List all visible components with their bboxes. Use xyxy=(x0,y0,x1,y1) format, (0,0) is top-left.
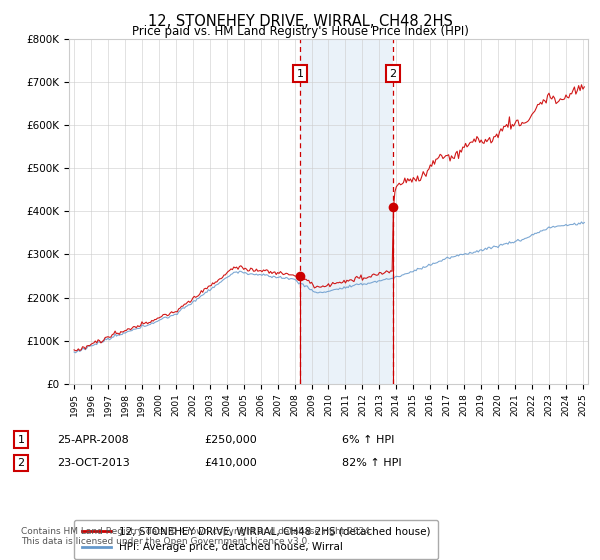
Text: 2: 2 xyxy=(389,69,397,78)
Text: Contains HM Land Registry data © Crown copyright and database right 2024.
This d: Contains HM Land Registry data © Crown c… xyxy=(21,526,373,546)
Text: 12, STONEHEY DRIVE, WIRRAL, CH48 2HS: 12, STONEHEY DRIVE, WIRRAL, CH48 2HS xyxy=(148,14,452,29)
Legend: 12, STONEHEY DRIVE, WIRRAL, CH48 2HS (detached house), HPI: Average price, detac: 12, STONEHEY DRIVE, WIRRAL, CH48 2HS (de… xyxy=(74,520,438,559)
Text: 82% ↑ HPI: 82% ↑ HPI xyxy=(342,458,401,468)
Text: £410,000: £410,000 xyxy=(204,458,257,468)
Text: 1: 1 xyxy=(17,435,25,445)
Text: 2: 2 xyxy=(17,458,25,468)
Text: 25-APR-2008: 25-APR-2008 xyxy=(57,435,129,445)
Text: 6% ↑ HPI: 6% ↑ HPI xyxy=(342,435,394,445)
Text: 23-OCT-2013: 23-OCT-2013 xyxy=(57,458,130,468)
Text: Price paid vs. HM Land Registry's House Price Index (HPI): Price paid vs. HM Land Registry's House … xyxy=(131,25,469,38)
Text: 1: 1 xyxy=(296,69,304,78)
Text: £250,000: £250,000 xyxy=(204,435,257,445)
Bar xyxy=(300,39,393,384)
